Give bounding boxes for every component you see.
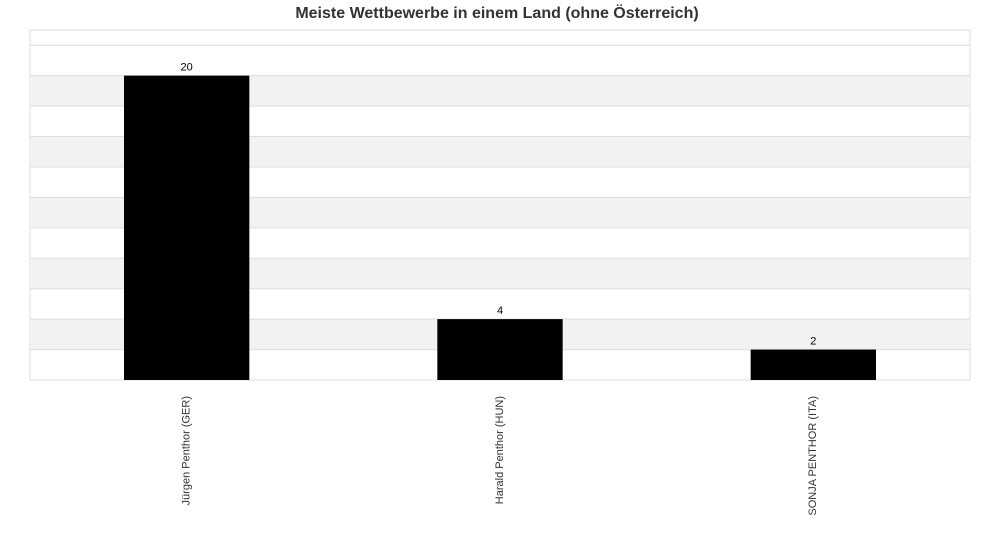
x-tick-label: Harald Penthor (HUN) bbox=[494, 396, 506, 504]
x-tick-label: SONJA PENTHOR (ITA) bbox=[807, 396, 819, 516]
x-tick-label: Jürgen Penthor (GER) bbox=[181, 396, 193, 505]
bar bbox=[437, 319, 563, 380]
bar bbox=[124, 75, 250, 381]
data-label: 20 bbox=[181, 62, 193, 74]
data-label: 4 bbox=[497, 305, 503, 317]
bar bbox=[750, 349, 876, 380]
chart-title: Meiste Wettbewerbe in einem Land (ohne Ö… bbox=[295, 3, 698, 22]
data-label: 2 bbox=[810, 335, 816, 347]
